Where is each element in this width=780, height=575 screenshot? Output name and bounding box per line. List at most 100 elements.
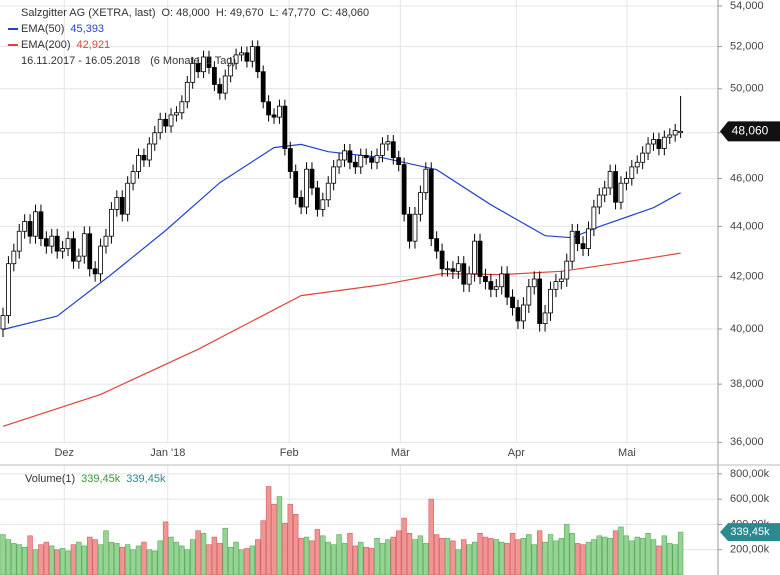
candle-body bbox=[16, 230, 22, 252]
candle-body bbox=[146, 143, 152, 161]
volume-bar bbox=[49, 545, 55, 575]
volume-bar bbox=[76, 541, 82, 575]
y-tick-label: 46,000 bbox=[730, 172, 764, 184]
volume-badge-label: 339,45k bbox=[730, 526, 770, 538]
candle-body bbox=[401, 164, 407, 215]
volume-bar bbox=[54, 549, 60, 575]
ohlc-open: O: 48,000 bbox=[161, 7, 210, 19]
volume-bar bbox=[553, 540, 559, 575]
candle-body bbox=[266, 101, 272, 116]
candle-body bbox=[190, 62, 196, 83]
candle-body bbox=[108, 208, 114, 237]
volume-bar bbox=[124, 544, 131, 575]
candle-body bbox=[455, 263, 461, 272]
ohlc-close: C: 48,060 bbox=[321, 7, 370, 19]
candle-body bbox=[661, 136, 667, 149]
volume-bar bbox=[0, 534, 6, 575]
volume-bar bbox=[596, 535, 602, 575]
volume-bar bbox=[152, 550, 158, 575]
volume-bar bbox=[509, 532, 516, 575]
chart-title: Salzgitter AG (XETRA, last) bbox=[21, 7, 156, 19]
volume-bar bbox=[21, 546, 28, 575]
candle-body bbox=[596, 194, 602, 208]
volume-bar bbox=[298, 538, 304, 575]
volume-bar bbox=[179, 545, 185, 575]
candle-body bbox=[629, 166, 635, 179]
y-tick-label: 50,000 bbox=[730, 83, 764, 95]
candle-body bbox=[607, 171, 613, 189]
candle-body bbox=[613, 171, 618, 203]
candle-body bbox=[569, 230, 575, 262]
x-tick-label: Mai bbox=[618, 447, 636, 459]
y-tick-label: 42,000 bbox=[730, 270, 764, 282]
date-range: 16.11.2017 - 16.05.2018 bbox=[21, 55, 141, 67]
candle-body bbox=[49, 235, 55, 247]
candle-body bbox=[488, 281, 494, 290]
candle-body bbox=[358, 154, 364, 168]
volume-bar bbox=[65, 550, 71, 575]
candle-body bbox=[640, 152, 646, 163]
volume-bar bbox=[634, 536, 640, 575]
volume-bar bbox=[661, 535, 668, 575]
candle-body bbox=[385, 141, 391, 145]
candle-body bbox=[6, 263, 11, 316]
volume-bar bbox=[92, 539, 98, 575]
volume-bar bbox=[650, 539, 657, 575]
candle-body bbox=[651, 139, 656, 145]
candle-body bbox=[293, 171, 299, 198]
candle-body bbox=[11, 250, 17, 265]
candle-body bbox=[119, 197, 125, 215]
volume-bar bbox=[385, 539, 391, 575]
candle-body bbox=[634, 161, 640, 168]
candle-body bbox=[255, 46, 261, 73]
volume-bar bbox=[450, 540, 456, 575]
candle-body bbox=[390, 141, 396, 159]
candle-body bbox=[201, 56, 206, 73]
date-range-line: 16.11.2017 - 16.05.2018 (6 Monate, 1 Tag) bbox=[8, 54, 242, 68]
candle-body bbox=[558, 278, 564, 282]
volume-bar bbox=[672, 544, 678, 575]
volume-bar bbox=[455, 549, 462, 575]
candle-body bbox=[423, 168, 429, 194]
candle-body bbox=[71, 238, 76, 262]
candle-body bbox=[298, 197, 304, 208]
candle-body bbox=[114, 197, 120, 210]
legend-label: EMA(200) bbox=[21, 39, 71, 51]
volume-bar bbox=[347, 532, 353, 575]
volume-bar bbox=[32, 549, 39, 575]
candle-body bbox=[618, 182, 624, 203]
volume-bar bbox=[276, 496, 283, 575]
volume-bar bbox=[477, 532, 483, 575]
candle-body bbox=[352, 161, 358, 168]
legend-value: 45,393 bbox=[70, 23, 105, 35]
volume-bar bbox=[439, 538, 445, 575]
candle-body bbox=[483, 276, 488, 282]
ema-line bbox=[2, 252, 681, 427]
ema-line bbox=[2, 143, 681, 331]
volume-bar bbox=[547, 534, 554, 575]
y-tick-label: 200,00k bbox=[730, 544, 770, 556]
volume-bar bbox=[5, 539, 12, 575]
candle-body bbox=[157, 118, 163, 134]
volume-bar bbox=[396, 530, 402, 575]
x-tick-label: Jan '18 bbox=[150, 447, 185, 459]
volume-bar bbox=[227, 546, 234, 575]
candle-body bbox=[439, 250, 445, 270]
volume-name: Volume(1) bbox=[25, 473, 76, 485]
candle-body bbox=[580, 243, 586, 250]
volume-bar bbox=[379, 543, 386, 575]
y-tick-label: 600,00k bbox=[730, 493, 770, 505]
candle-body bbox=[304, 168, 309, 208]
candle-body bbox=[510, 296, 515, 309]
volume-bar bbox=[244, 548, 250, 575]
candle-body bbox=[239, 52, 244, 56]
candle-body bbox=[228, 62, 234, 77]
volume-bar bbox=[493, 539, 499, 575]
volume-bar bbox=[623, 535, 630, 575]
legend-ema200: EMA(200) 42,921 bbox=[8, 38, 116, 52]
volume-bar bbox=[293, 514, 299, 575]
volume-bar bbox=[168, 536, 174, 575]
legend-label: EMA(50) bbox=[21, 23, 65, 35]
candle-body bbox=[33, 211, 38, 237]
